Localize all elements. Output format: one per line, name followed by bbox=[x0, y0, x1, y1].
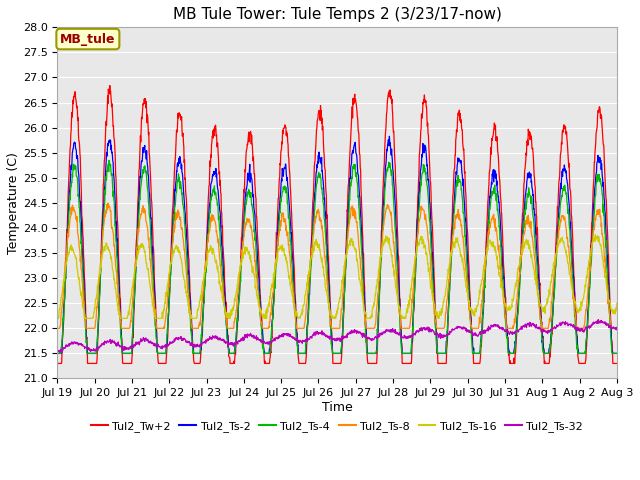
Tul2_Tw+2 bbox=[613, 360, 621, 366]
Tul2_Tw+2 bbox=[141, 96, 149, 101]
Tul2_Ts-4 bbox=[613, 350, 621, 356]
Tul2_Ts-8 bbox=[606, 312, 614, 318]
Tul2_Ts-4 bbox=[469, 350, 477, 356]
Line: Tul2_Ts-8: Tul2_Ts-8 bbox=[58, 203, 617, 328]
Tul2_Ts-32 bbox=[323, 334, 330, 339]
Text: MB_tule: MB_tule bbox=[60, 33, 116, 46]
Tul2_Tw+2 bbox=[469, 351, 477, 357]
Tul2_Ts-16 bbox=[591, 232, 599, 238]
Tul2_Ts-16 bbox=[312, 242, 319, 248]
Tul2_Ts-2 bbox=[552, 270, 559, 276]
Tul2_Ts-8 bbox=[469, 325, 477, 331]
Tul2_Ts-8 bbox=[613, 325, 621, 331]
Line: Tul2_Ts-4: Tul2_Ts-4 bbox=[58, 160, 617, 353]
Tul2_Ts-8 bbox=[312, 215, 320, 221]
Line: Tul2_Ts-32: Tul2_Ts-32 bbox=[58, 320, 617, 352]
Tul2_Ts-16 bbox=[606, 299, 614, 305]
Tul2_Ts-2 bbox=[469, 350, 477, 356]
Tul2_Ts-2 bbox=[606, 311, 614, 317]
Tul2_Tw+2 bbox=[54, 360, 61, 366]
Tul2_Tw+2 bbox=[106, 83, 114, 88]
Tul2_Ts-16 bbox=[469, 311, 477, 317]
Tul2_Ts-8 bbox=[54, 325, 61, 331]
Tul2_Ts-32 bbox=[312, 330, 320, 336]
Line: Tul2_Ts-16: Tul2_Ts-16 bbox=[58, 235, 617, 318]
Tul2_Ts-4 bbox=[552, 268, 559, 274]
Tul2_Ts-16 bbox=[54, 315, 61, 321]
Tul2_Tw+2 bbox=[312, 136, 320, 142]
Tul2_Ts-8 bbox=[141, 208, 149, 214]
Tul2_Ts-4 bbox=[606, 321, 614, 327]
Line: Tul2_Tw+2: Tul2_Tw+2 bbox=[58, 85, 617, 363]
Tul2_Ts-4 bbox=[312, 186, 320, 192]
Tul2_Ts-2 bbox=[385, 133, 393, 139]
X-axis label: Time: Time bbox=[322, 401, 353, 414]
Tul2_Ts-2 bbox=[312, 178, 319, 183]
Line: Tul2_Ts-2: Tul2_Ts-2 bbox=[58, 136, 617, 353]
Tul2_Ts-2 bbox=[323, 230, 330, 236]
Legend: Tul2_Tw+2, Tul2_Ts-2, Tul2_Ts-4, Tul2_Ts-8, Tul2_Ts-16, Tul2_Ts-32: Tul2_Tw+2, Tul2_Ts-2, Tul2_Ts-4, Tul2_Ts… bbox=[86, 416, 588, 436]
Tul2_Ts-16 bbox=[141, 248, 148, 253]
Tul2_Ts-2 bbox=[141, 143, 148, 148]
Tul2_Ts-32 bbox=[595, 317, 602, 323]
Tul2_Ts-32 bbox=[613, 324, 621, 330]
Tul2_Ts-2 bbox=[613, 350, 621, 356]
Tul2_Tw+2 bbox=[606, 300, 614, 306]
Tul2_Ts-32 bbox=[607, 323, 614, 329]
Tul2_Ts-4 bbox=[54, 350, 61, 356]
Tul2_Ts-4 bbox=[141, 165, 149, 170]
Tul2_Ts-4 bbox=[105, 157, 113, 163]
Tul2_Tw+2 bbox=[323, 216, 330, 221]
Tul2_Tw+2 bbox=[552, 258, 559, 264]
Tul2_Ts-32 bbox=[54, 348, 61, 354]
Tul2_Ts-32 bbox=[141, 336, 149, 341]
Tul2_Ts-8 bbox=[104, 200, 112, 206]
Tul2_Ts-4 bbox=[323, 257, 330, 263]
Tul2_Ts-32 bbox=[56, 349, 64, 355]
Y-axis label: Temperature (C): Temperature (C) bbox=[7, 152, 20, 254]
Tul2_Ts-8 bbox=[552, 263, 559, 269]
Tul2_Ts-16 bbox=[551, 255, 559, 261]
Title: MB Tule Tower: Tule Temps 2 (3/23/17-now): MB Tule Tower: Tule Temps 2 (3/23/17-now… bbox=[173, 7, 502, 22]
Tul2_Ts-16 bbox=[323, 288, 330, 294]
Tul2_Ts-32 bbox=[469, 332, 477, 338]
Tul2_Ts-16 bbox=[613, 300, 621, 306]
Tul2_Ts-8 bbox=[323, 272, 330, 278]
Tul2_Ts-32 bbox=[552, 325, 559, 331]
Tul2_Ts-2 bbox=[54, 350, 61, 356]
